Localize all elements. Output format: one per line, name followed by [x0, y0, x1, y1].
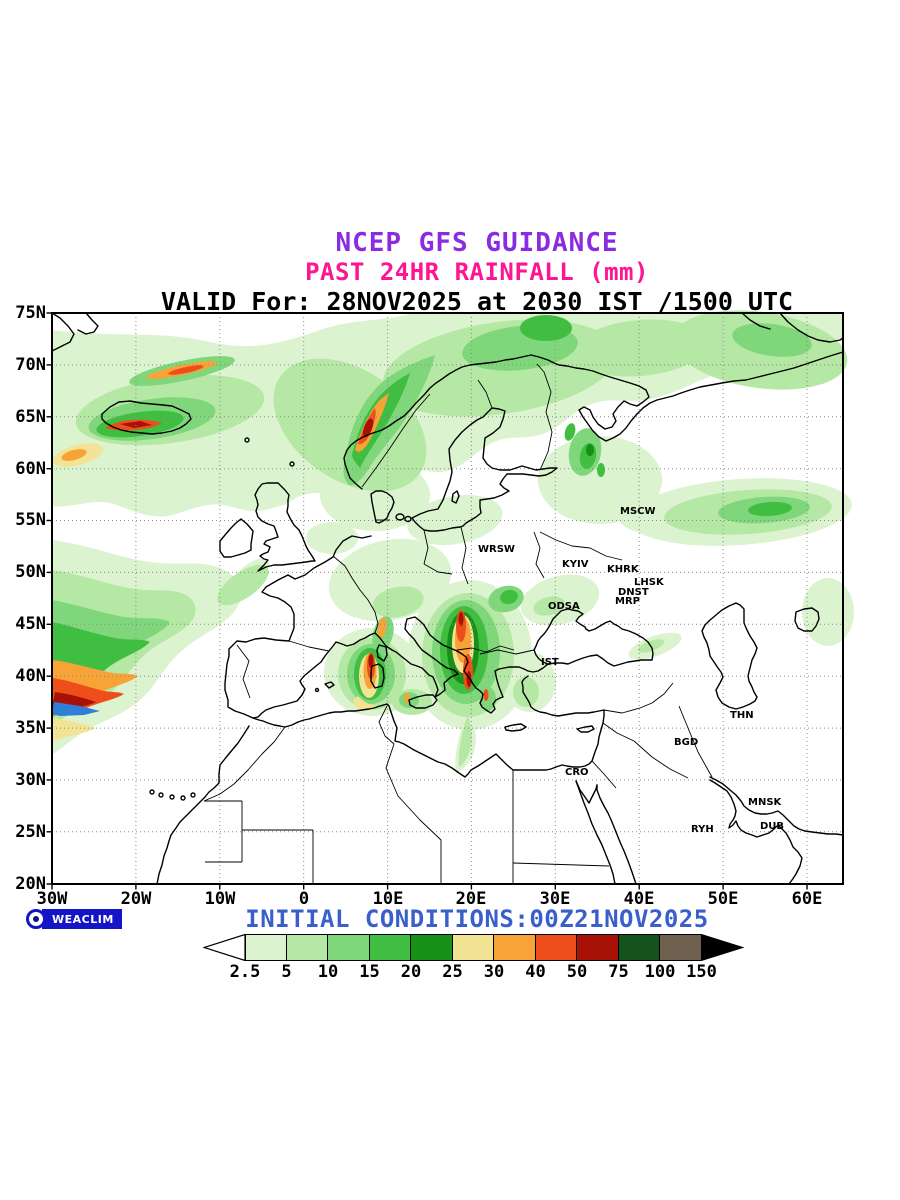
- lon-label: 50E: [707, 889, 739, 909]
- lon-label: 10W: [204, 889, 236, 909]
- colorbar-tick: 40: [525, 962, 546, 982]
- city-label: RYH: [691, 824, 714, 835]
- colorbar-tick: 30: [483, 962, 505, 982]
- city-label: ODSA: [548, 601, 580, 612]
- lon-label: 0: [298, 889, 310, 909]
- city-label: KYIV: [562, 559, 589, 570]
- city-label: IST: [541, 657, 559, 668]
- colorbar-tick: 5: [281, 962, 292, 982]
- colorbar-cell: [369, 934, 411, 961]
- colorbar-cell: [535, 934, 577, 961]
- city-label: BGD: [674, 737, 699, 748]
- colorbar-tick: 2.5: [229, 962, 261, 982]
- colorbar-tick: 25: [442, 962, 463, 982]
- lat-label: 35N: [15, 718, 46, 738]
- title-model: NCEP GFS GUIDANCE: [335, 228, 619, 258]
- colorbar-cell: [245, 934, 287, 961]
- weaclim-logo-icon: [26, 909, 46, 929]
- colorbar-tick: 20: [400, 962, 422, 982]
- city-label: CRO: [565, 767, 589, 778]
- lon-label: 10E: [372, 889, 404, 909]
- colorbar-tick: 15: [359, 962, 380, 982]
- colorbar-tick: 100: [644, 962, 676, 982]
- colorbar-cell: [328, 934, 370, 961]
- lon-label: 40E: [623, 889, 655, 909]
- lat-label: 55N: [15, 510, 46, 530]
- city-label: MNSK: [748, 797, 782, 808]
- colorbar-cell: [660, 934, 702, 961]
- colorbar-cell: [618, 934, 660, 961]
- lat-label: 30N: [15, 770, 46, 790]
- colorbar-cell: [452, 934, 494, 961]
- lat-label: 50N: [15, 562, 46, 582]
- city-label: LHSK: [634, 577, 664, 588]
- city-label: DUB: [760, 821, 785, 832]
- city-label: MSCW: [620, 506, 656, 517]
- lat-label: 75N: [15, 303, 46, 323]
- title-valid-time: VALID For: 28NOV2025 at 2030 IST /1500 U…: [160, 287, 794, 316]
- city-label: DNST: [618, 587, 649, 598]
- lon-label: 60E: [791, 889, 823, 909]
- lat-label: 60N: [15, 459, 46, 479]
- lon-label: 30W: [36, 889, 68, 909]
- colorbar-cell: [411, 934, 453, 961]
- lat-label: 70N: [15, 355, 46, 375]
- lat-label: 40N: [15, 666, 46, 686]
- lon-label: 20E: [455, 889, 487, 909]
- city-label: WRSW: [478, 544, 515, 555]
- lat-label: 45N: [15, 614, 46, 634]
- country-borders: [203, 363, 713, 884]
- lat-label: 20N: [15, 874, 46, 894]
- title-product: PAST 24HR RAINFALL (mm): [305, 258, 649, 286]
- lat-label: 25N: [15, 822, 46, 842]
- colorbar-cell: [286, 934, 328, 961]
- city-label: KHRK: [607, 564, 639, 575]
- brand-badge: WEACLIM: [26, 907, 122, 931]
- initial-conditions-text: INITIAL CONDITIONS:00Z21NOV2025: [245, 905, 709, 933]
- rainfall-shading: [52, 310, 854, 774]
- colorbar-tick: 10: [317, 962, 339, 982]
- city-label: THN: [730, 710, 754, 721]
- colorbar-cell: [577, 934, 619, 961]
- lon-label: 30E: [539, 889, 571, 909]
- colorbar-cell: [494, 934, 536, 961]
- colorbar-left-arrow-outline: [203, 934, 246, 961]
- colorbar-tick: 150: [686, 962, 717, 982]
- coastlines: [51, 312, 844, 885]
- lon-label: 20W: [120, 889, 152, 909]
- map-frame: [46, 312, 844, 890]
- colorbar-tick: 75: [608, 962, 629, 982]
- lat-label: 65N: [15, 407, 46, 427]
- colorbar-tick: 50: [566, 962, 588, 982]
- city-label: MRP: [615, 596, 640, 607]
- brand-label: WEACLIM: [42, 909, 122, 929]
